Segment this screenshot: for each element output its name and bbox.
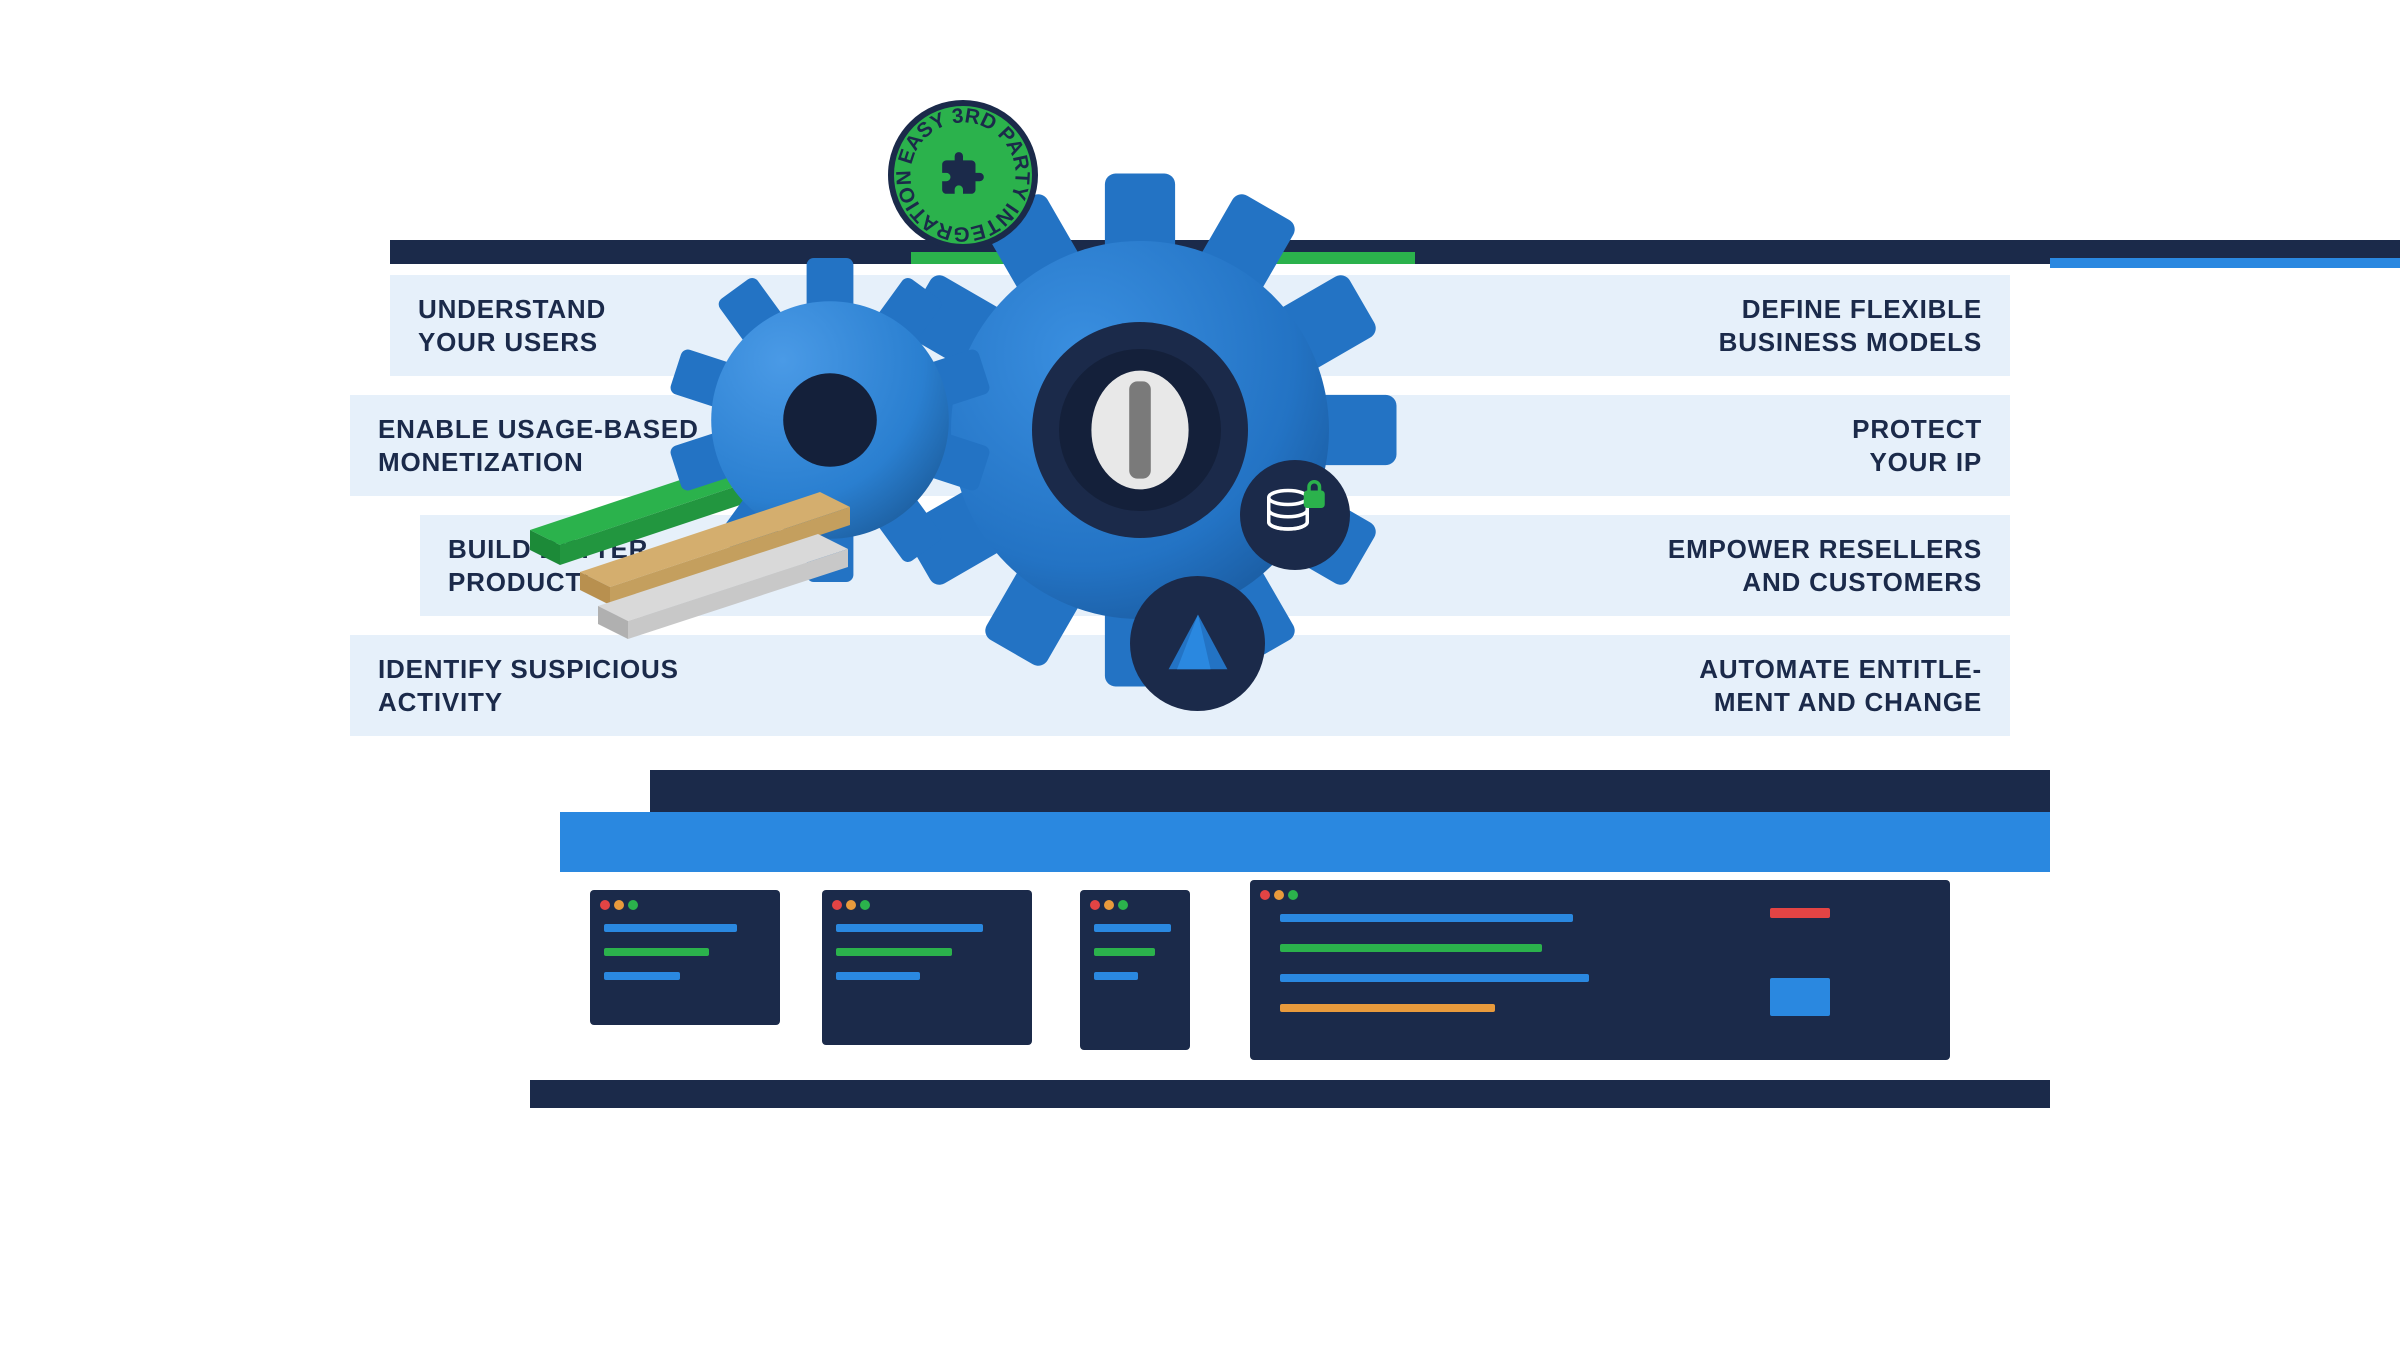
icon-cloud-deploy (1130, 576, 1265, 711)
content-bar (836, 924, 983, 932)
feature-line: YOUR IP (1869, 446, 1982, 479)
band (560, 812, 2050, 872)
badge-integration: EASY 3RD PARTY INTEGRATION (888, 100, 1038, 250)
window-dot (600, 900, 610, 910)
window-dot (1260, 890, 1270, 900)
content-bar (604, 948, 709, 956)
window-dot (614, 900, 624, 910)
svg-text:EASY 3RD PARTY INTEGRATION: EASY 3RD PARTY INTEGRATION (894, 106, 1032, 244)
window-dot (1090, 900, 1100, 910)
band (650, 770, 2050, 812)
feature-line: AND CUSTOMERS (1742, 566, 1982, 599)
database-lock-icon (1260, 480, 1330, 550)
content-bar (836, 972, 920, 980)
content-bar (1280, 1004, 1495, 1012)
mini-screen (1080, 890, 1190, 1050)
band (530, 1080, 2050, 1108)
window-dot (1118, 900, 1128, 910)
feature-line: MENT AND CHANGE (1714, 686, 1982, 719)
iso-bars-front (490, 372, 1010, 692)
badge-text: EASY 3RD PARTY INTEGRATION (894, 106, 1032, 244)
feature-line: PROTECT (1852, 413, 1982, 446)
window-dot (1274, 890, 1284, 900)
content-bar (1094, 972, 1138, 980)
content-bar (604, 924, 737, 932)
content-bar (1280, 944, 1542, 952)
gears-centerpiece: EASY 3RD PARTY INTEGRATION (610, 140, 1390, 780)
content-bar (604, 972, 680, 980)
feature-line: DEFINE FLEXIBLE (1742, 293, 1982, 326)
feature-line: BUSINESS MODELS (1719, 326, 1982, 359)
content-bar (1094, 924, 1171, 932)
mini-screen (590, 890, 780, 1025)
content-chip (1770, 908, 1830, 918)
window-dot (628, 900, 638, 910)
mini-screen (822, 890, 1032, 1045)
mini-screen (1250, 880, 1950, 1060)
content-bar (836, 948, 952, 956)
icon-db-secure (1240, 460, 1350, 570)
overflow-strip-top-blue (2050, 258, 2400, 268)
content-bar (1280, 974, 1589, 982)
window-dot (1104, 900, 1114, 910)
window-dot (860, 900, 870, 910)
window-dot (846, 900, 856, 910)
content-bar (1280, 914, 1573, 922)
feature-line: AUTOMATE ENTITLE- (1699, 653, 1982, 686)
content-chip (1770, 978, 1830, 1016)
window-dot (832, 900, 842, 910)
infographic-stage: UNDERSTANDYOUR USERSENABLE USAGE-BASEDMO… (350, 200, 2050, 1200)
feature-line: EMPOWER RESELLERS (1668, 533, 1982, 566)
content-bar (1094, 948, 1155, 956)
window-dot (1288, 890, 1298, 900)
cloud-triangle-icon (1156, 602, 1240, 686)
